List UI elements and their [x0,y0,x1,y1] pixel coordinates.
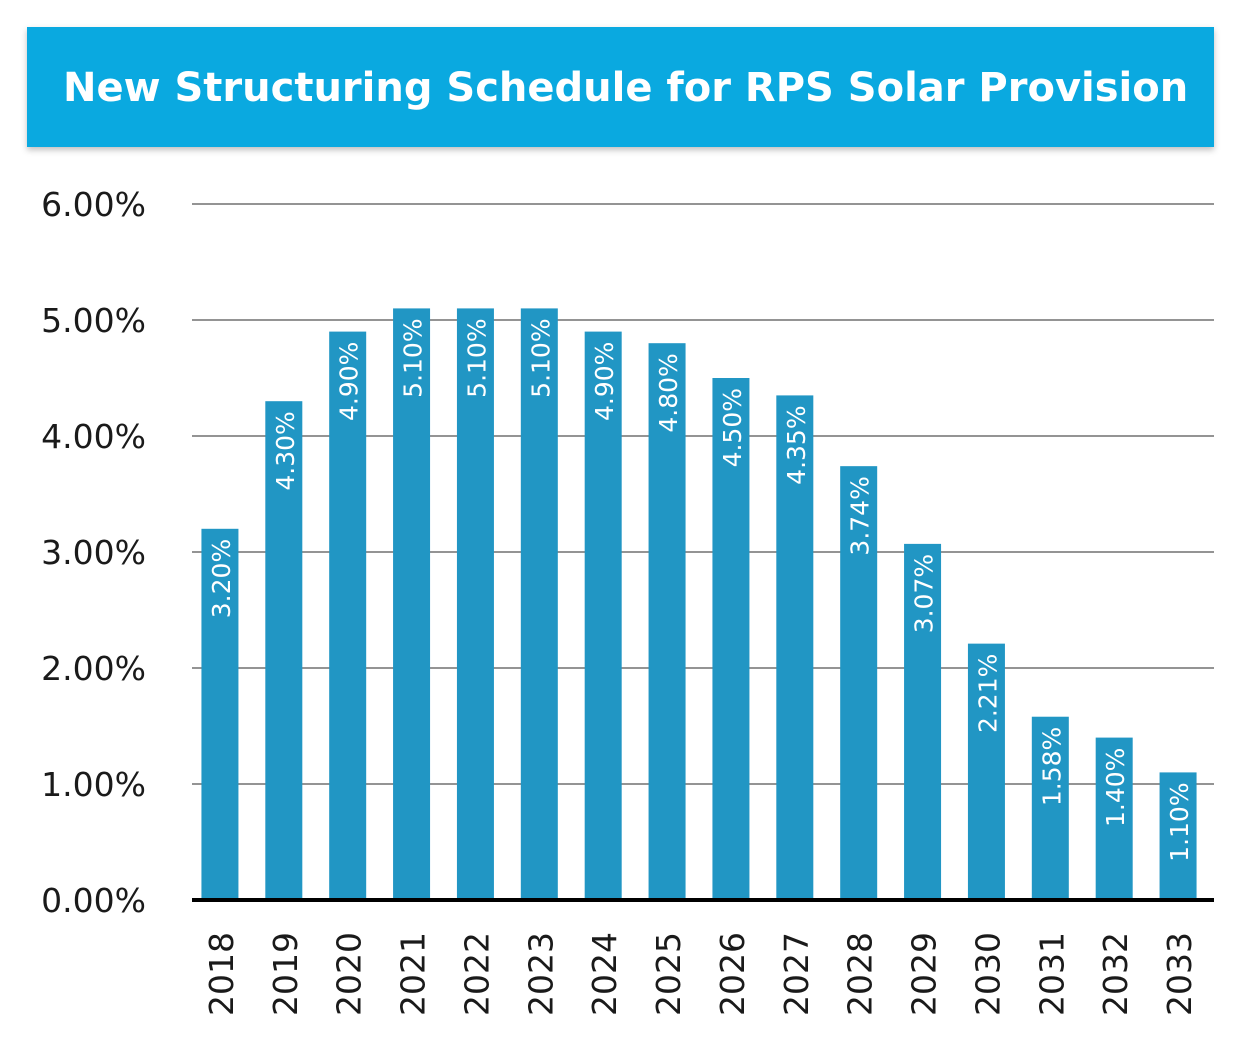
x-tick-label: 2025 [649,932,688,1016]
bar-value-label: 3.07% [910,554,939,633]
x-tick-label: 2029 [905,932,944,1016]
x-tick-label: 2021 [394,932,433,1016]
bars [201,308,1197,901]
bar [1031,716,1069,900]
bar-value-labels: 3.20% 4.30% 4.90% 5.10% 5.10% 5.10% 4.90% 4.80%… [207,318,1194,861]
bar-value-label: 3.74% [846,476,875,555]
x-tick-label: 2024 [585,932,624,1016]
bar-value-label: 5.10% [399,318,428,397]
x-axis-ticks: 2018 2019 2020 2021 2022 2023 2024 2025 2026 2027… [202,932,1199,1016]
bar [776,395,814,900]
bar [967,643,1005,900]
x-tick-label: 2023 [521,932,560,1016]
bar-value-label: 4.80% [654,353,683,432]
y-tick-label: 0.00% [41,881,146,920]
bar-value-label: 4.35% [782,405,811,484]
x-tick-label: 2026 [713,932,752,1016]
bar-value-label: 4.90% [335,342,364,421]
bar [520,308,558,900]
x-tick-label: 2031 [1032,932,1071,1016]
chart-title: New Structuring Schedule for RPS Solar P… [63,65,1189,111]
bar-value-label: 2.21% [973,654,1002,733]
bar [265,401,303,900]
x-tick-label: 2022 [457,932,496,1016]
x-tick-label: 2028 [841,932,880,1016]
x-tick-label: 2018 [202,932,241,1016]
y-tick-label: 2.00% [41,649,146,688]
bar [648,343,686,900]
bar [1095,737,1133,900]
title-banner: New Structuring Schedule for RPS Solar P… [27,27,1214,147]
bar-value-label: 4.50% [718,388,747,467]
bar [712,378,750,900]
bar-value-label: 4.30% [271,411,300,490]
bar-value-label: 1.10% [1165,782,1194,861]
x-tick-label: 2019 [266,932,305,1016]
x-tick-label: 2030 [968,932,1007,1016]
x-tick-label: 2020 [330,932,369,1016]
bar-value-label: 1.58% [1037,727,1066,806]
bar [201,528,239,900]
bar-value-label: 1.40% [1101,748,1130,827]
bar-value-label: 5.10% [526,318,555,397]
y-tick-label: 6.00% [41,185,146,224]
bar [456,308,494,900]
bar-value-label: 5.10% [462,318,491,397]
bar [840,466,878,900]
y-tick-label: 4.00% [41,417,146,456]
bar [904,543,942,900]
bar [329,331,367,901]
bar-value-label: 3.20% [207,539,236,618]
y-tick-label: 5.00% [41,301,146,340]
x-tick-label: 2033 [1160,932,1199,1016]
y-tick-label: 1.00% [41,765,146,804]
bar [1159,772,1197,900]
y-tick-label: 3.00% [41,533,146,572]
x-tick-label: 2027 [777,932,816,1016]
bar [393,308,431,900]
y-axis-ticks: 0.00% 1.00% 2.00% 3.00% 4.00% 5.00% 6.00% [41,185,146,920]
x-tick-label: 2032 [1096,932,1135,1016]
bar-value-label: 4.90% [590,342,619,421]
bar [584,331,622,901]
